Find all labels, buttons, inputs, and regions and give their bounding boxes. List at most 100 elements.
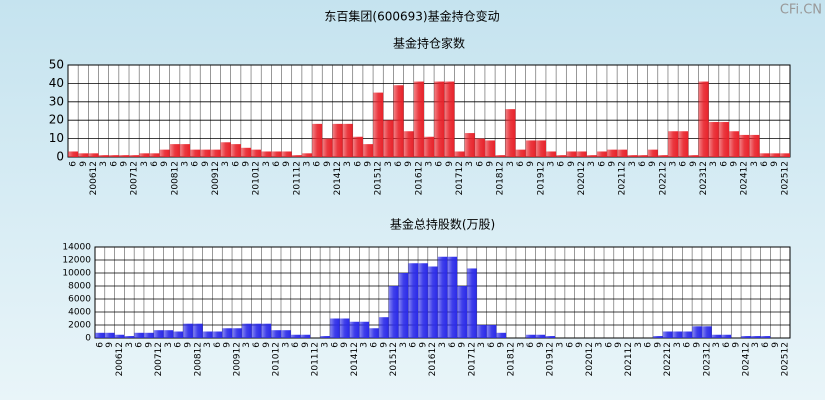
bar — [701, 326, 712, 338]
x-tick-label: 9 — [119, 161, 129, 167]
bar — [281, 151, 292, 157]
x-tick-label: 6 — [272, 161, 282, 167]
bar — [68, 151, 79, 157]
x-tick-label: 9 — [648, 161, 658, 167]
bar — [300, 334, 311, 338]
bar — [759, 153, 770, 157]
x-tick-label: 9 — [693, 342, 703, 348]
x-tick-label: 3 — [321, 342, 331, 348]
bar — [301, 153, 313, 157]
x-tick-label: 9 — [201, 161, 211, 167]
x-tick-label: 202112 — [624, 342, 634, 376]
x-tick-label: 3 — [125, 342, 135, 348]
x-tick-label: 6 — [369, 342, 379, 348]
x-tick-label: 6 — [435, 161, 445, 167]
bar — [535, 140, 546, 157]
x-tick-label: 9 — [323, 161, 333, 167]
bar — [769, 153, 780, 157]
bar — [505, 109, 516, 157]
x-tick-label: 3 — [669, 161, 679, 167]
x-tick-label: 202012 — [577, 161, 587, 195]
bar — [708, 122, 719, 157]
x-tick-label: 200612 — [89, 161, 99, 195]
bar — [369, 328, 379, 338]
bar — [474, 138, 485, 157]
bar — [576, 151, 587, 157]
x-tick-label: 9 — [105, 342, 115, 348]
x-tick-label: 6 — [487, 342, 497, 348]
bar — [652, 336, 663, 338]
bar — [662, 331, 673, 338]
x-tick-label: 6 — [475, 161, 485, 167]
bar — [88, 153, 99, 157]
x-tick-label: 201412 — [350, 342, 360, 376]
bar — [466, 268, 477, 338]
x-tick-label: 6 — [679, 161, 689, 167]
x-tick-label: 6 — [722, 342, 732, 348]
x-tick-label: 9 — [262, 342, 272, 348]
bar — [739, 134, 750, 157]
x-tick-label: 6 — [252, 342, 262, 348]
bar — [464, 133, 475, 157]
bar — [212, 331, 223, 338]
bar — [332, 123, 343, 157]
bar — [359, 321, 370, 338]
x-tick-label: 200612 — [115, 342, 125, 376]
bar — [349, 321, 360, 338]
bar — [322, 138, 333, 157]
x-tick-label: 9 — [770, 161, 780, 167]
x-tick-label: 202112 — [618, 161, 628, 195]
x-tick-label: 6 — [95, 342, 105, 348]
x-tick-label: 3 — [262, 161, 272, 167]
x-tick-label: 6 — [69, 161, 79, 167]
x-tick-label: 9 — [144, 342, 154, 348]
bar — [637, 155, 648, 157]
chart-title: 基金总持股数(万股) — [390, 217, 495, 232]
bar — [688, 155, 699, 157]
x-tick-label: 6 — [761, 342, 771, 348]
x-tick-label: 9 — [732, 342, 742, 348]
bar — [749, 134, 760, 157]
bar — [750, 336, 761, 338]
x-tick-label: 201012 — [252, 161, 262, 195]
bar — [104, 332, 115, 338]
chart-title: 基金持仓家数 — [393, 36, 465, 51]
bar — [159, 149, 170, 157]
bar — [129, 155, 140, 157]
x-tick-label: 9 — [526, 161, 536, 167]
x-tick-label: 6 — [330, 342, 340, 348]
x-tick-label: 3 — [203, 342, 213, 348]
bar — [760, 336, 771, 338]
x-tick-label: 3 — [438, 342, 448, 348]
bar — [545, 336, 556, 338]
bar — [95, 332, 105, 338]
x-tick-label: 3 — [399, 342, 409, 348]
x-tick-label: 3 — [587, 161, 597, 167]
bar — [261, 151, 272, 157]
x-tick-label: 200912 — [232, 342, 242, 376]
bar — [427, 266, 438, 338]
bar — [232, 328, 242, 338]
x-tick-label: 6 — [719, 161, 729, 167]
x-tick-label: 3 — [140, 161, 150, 167]
y-tick-label: 12000 — [62, 256, 91, 266]
x-tick-label: 200712 — [130, 161, 140, 195]
bar — [454, 151, 465, 157]
x-tick-label: 3 — [516, 342, 526, 348]
bar — [741, 336, 751, 338]
x-tick-label: 3 — [750, 161, 760, 167]
x-tick-label: 6 — [760, 161, 770, 167]
x-tick-label: 9 — [771, 342, 781, 348]
bar — [779, 153, 790, 157]
x-tick-label: 3 — [465, 161, 475, 167]
bar — [672, 331, 683, 338]
bar — [124, 336, 135, 338]
x-tick-label: 9 — [79, 161, 89, 167]
x-tick-label: 201712 — [467, 342, 477, 376]
bar — [437, 256, 448, 338]
bar — [183, 323, 193, 338]
bar — [329, 318, 340, 338]
x-tick-label: 3 — [99, 161, 109, 167]
